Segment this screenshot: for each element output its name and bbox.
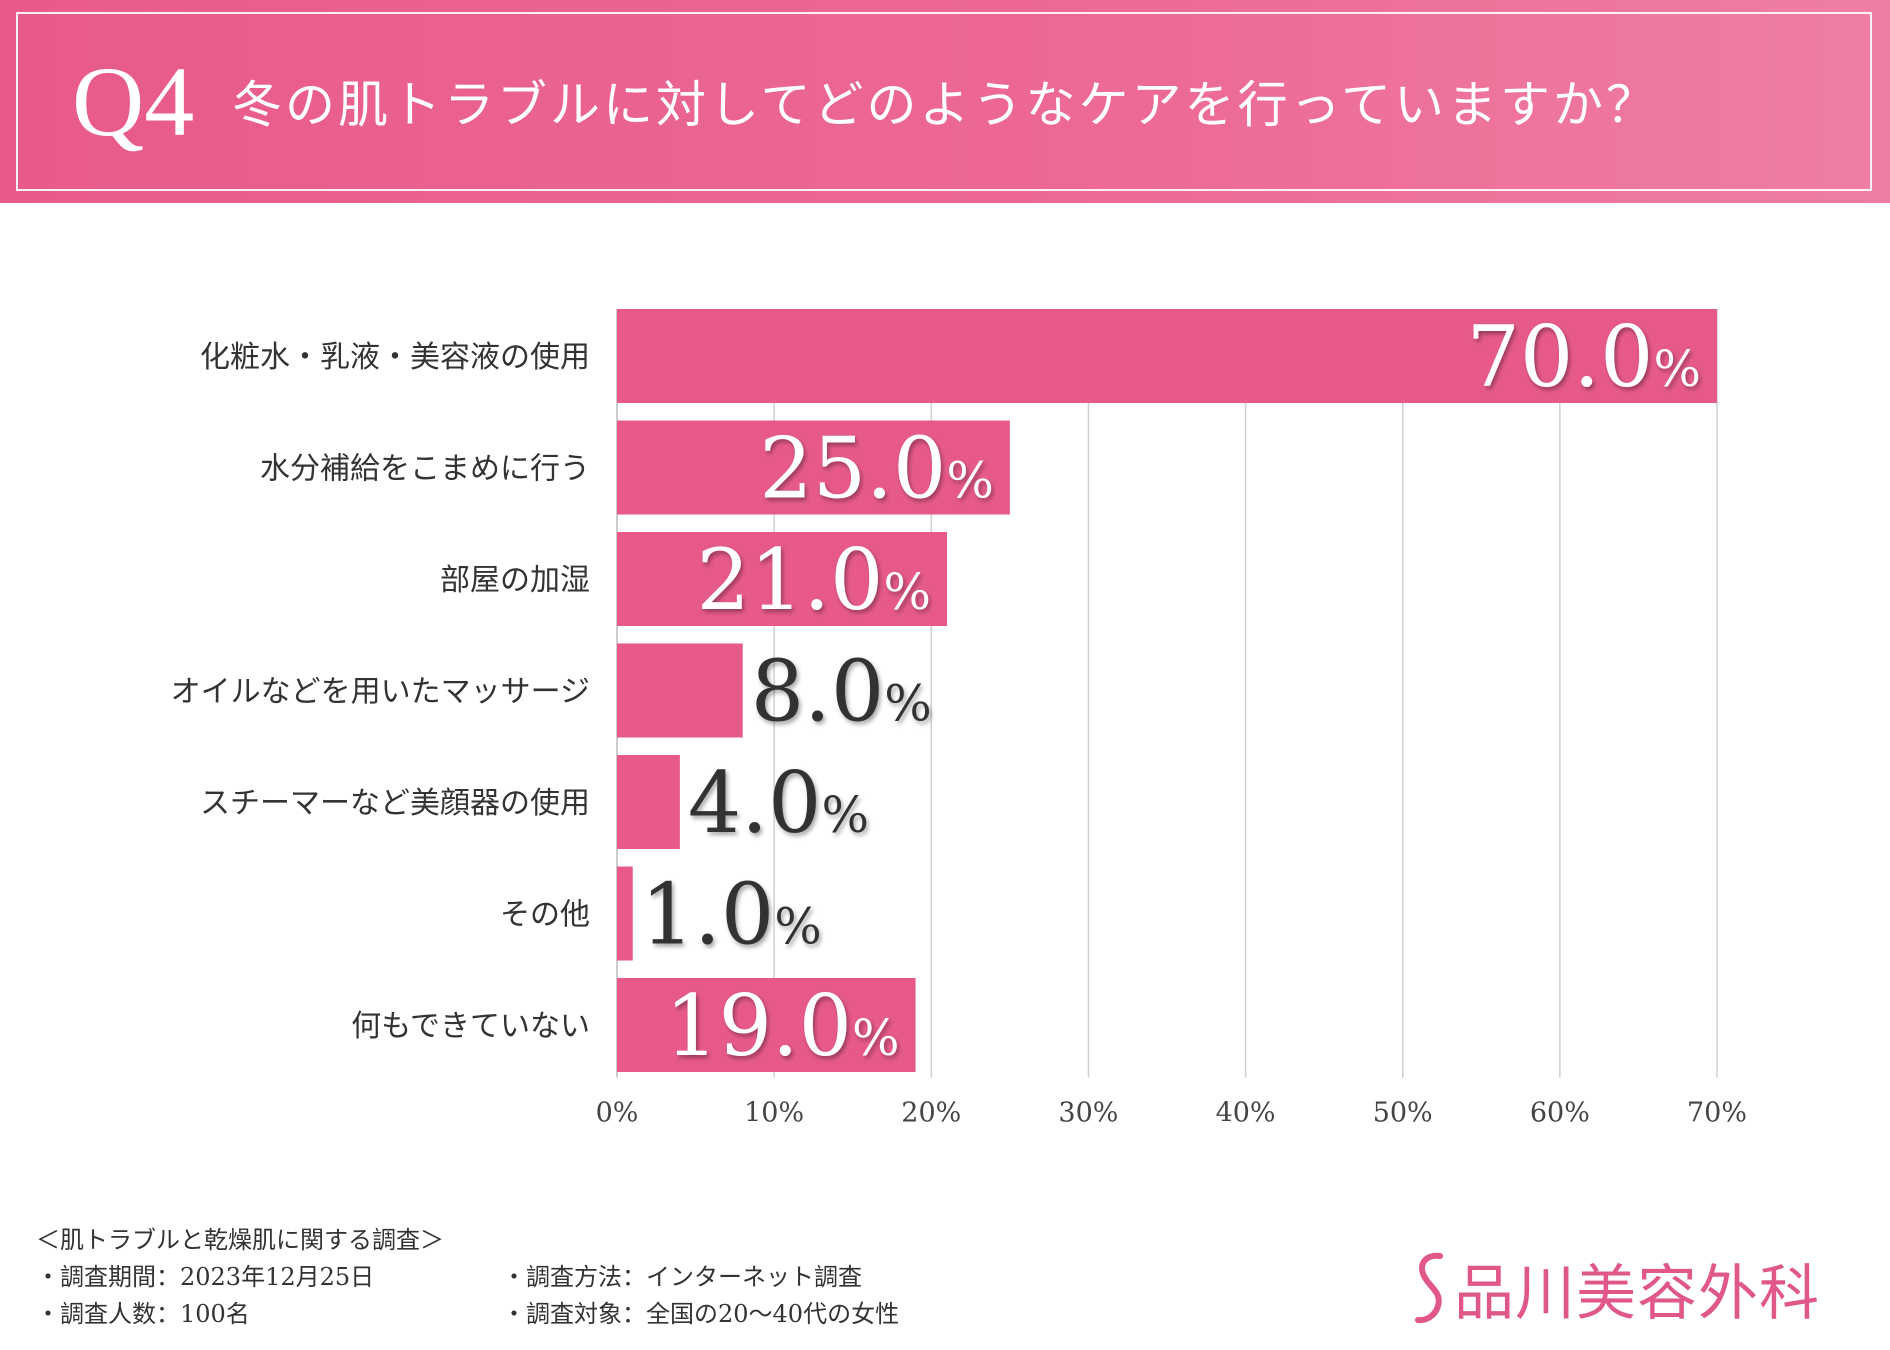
- category-label: 何もできていない: [351, 1009, 590, 1044]
- bar: [617, 643, 743, 738]
- data-label: 25.0%: [759, 420, 994, 518]
- question-number: Q4: [72, 46, 195, 157]
- survey-title: ＜肌トラブルと乾燥肌に関する調査＞: [36, 1226, 444, 1254]
- x-tick-label: 30%: [1058, 1098, 1118, 1129]
- category-label: スチーマーなど美顔器の使用: [200, 786, 590, 821]
- x-tick-label: 40%: [1216, 1098, 1276, 1129]
- survey-period: ・調査期間：2023年12月25日: [36, 1263, 375, 1291]
- data-label: 19.0%: [665, 977, 900, 1075]
- category-label: その他: [500, 898, 590, 933]
- survey-respondents: ・調査人数：100名: [36, 1300, 250, 1328]
- data-label: 70.0%: [1466, 308, 1701, 406]
- brand-name: 品川美容外科: [1454, 1258, 1820, 1329]
- bar: [617, 755, 680, 849]
- bar: [617, 309, 1717, 403]
- bar: [617, 532, 947, 626]
- category-label: 水分補給をこまめに行う: [260, 452, 590, 487]
- x-tick-label: 70%: [1687, 1098, 1747, 1129]
- x-tick-label: 0%: [596, 1098, 639, 1129]
- category-label: 部屋の加湿: [440, 563, 590, 598]
- brand-logo: 品川美容外科: [1412, 1248, 1820, 1329]
- category-label: オイルなどを用いたマッサージ: [171, 675, 590, 710]
- brand-s-mark-icon: [1415, 1252, 1443, 1324]
- survey-notes: ＜肌トラブルと乾燥肌に関する調査＞ ・調査期間：2023年12月25日 ・調査方…: [36, 1222, 899, 1333]
- bar: [617, 978, 916, 1072]
- category-label: 化粧水・乳液・美容液の使用: [200, 340, 590, 375]
- bar: [617, 420, 1010, 515]
- header-frame: [16, 12, 1872, 191]
- survey-target: ・調査対象：全国の20〜40代の女性: [502, 1300, 900, 1328]
- survey-method: ・調査方法：インターネット調査: [502, 1263, 862, 1291]
- data-label: 4.0%: [688, 754, 869, 852]
- data-label: 21.0%: [696, 531, 931, 629]
- data-label: 1.0%: [641, 866, 822, 964]
- question-title: 冬の肌トラブルに対してどのようなケアを行っていますか？: [232, 76, 1659, 134]
- header-banner: Q4 冬の肌トラブルに対してどのようなケアを行っていますか？: [0, 0, 1890, 203]
- data-label: 8.0%: [751, 643, 932, 741]
- x-tick-label: 20%: [901, 1098, 961, 1129]
- x-tick-label: 50%: [1373, 1098, 1433, 1129]
- bar: [617, 866, 633, 961]
- x-tick-label: 60%: [1530, 1098, 1590, 1129]
- x-tick-label: 10%: [744, 1098, 804, 1129]
